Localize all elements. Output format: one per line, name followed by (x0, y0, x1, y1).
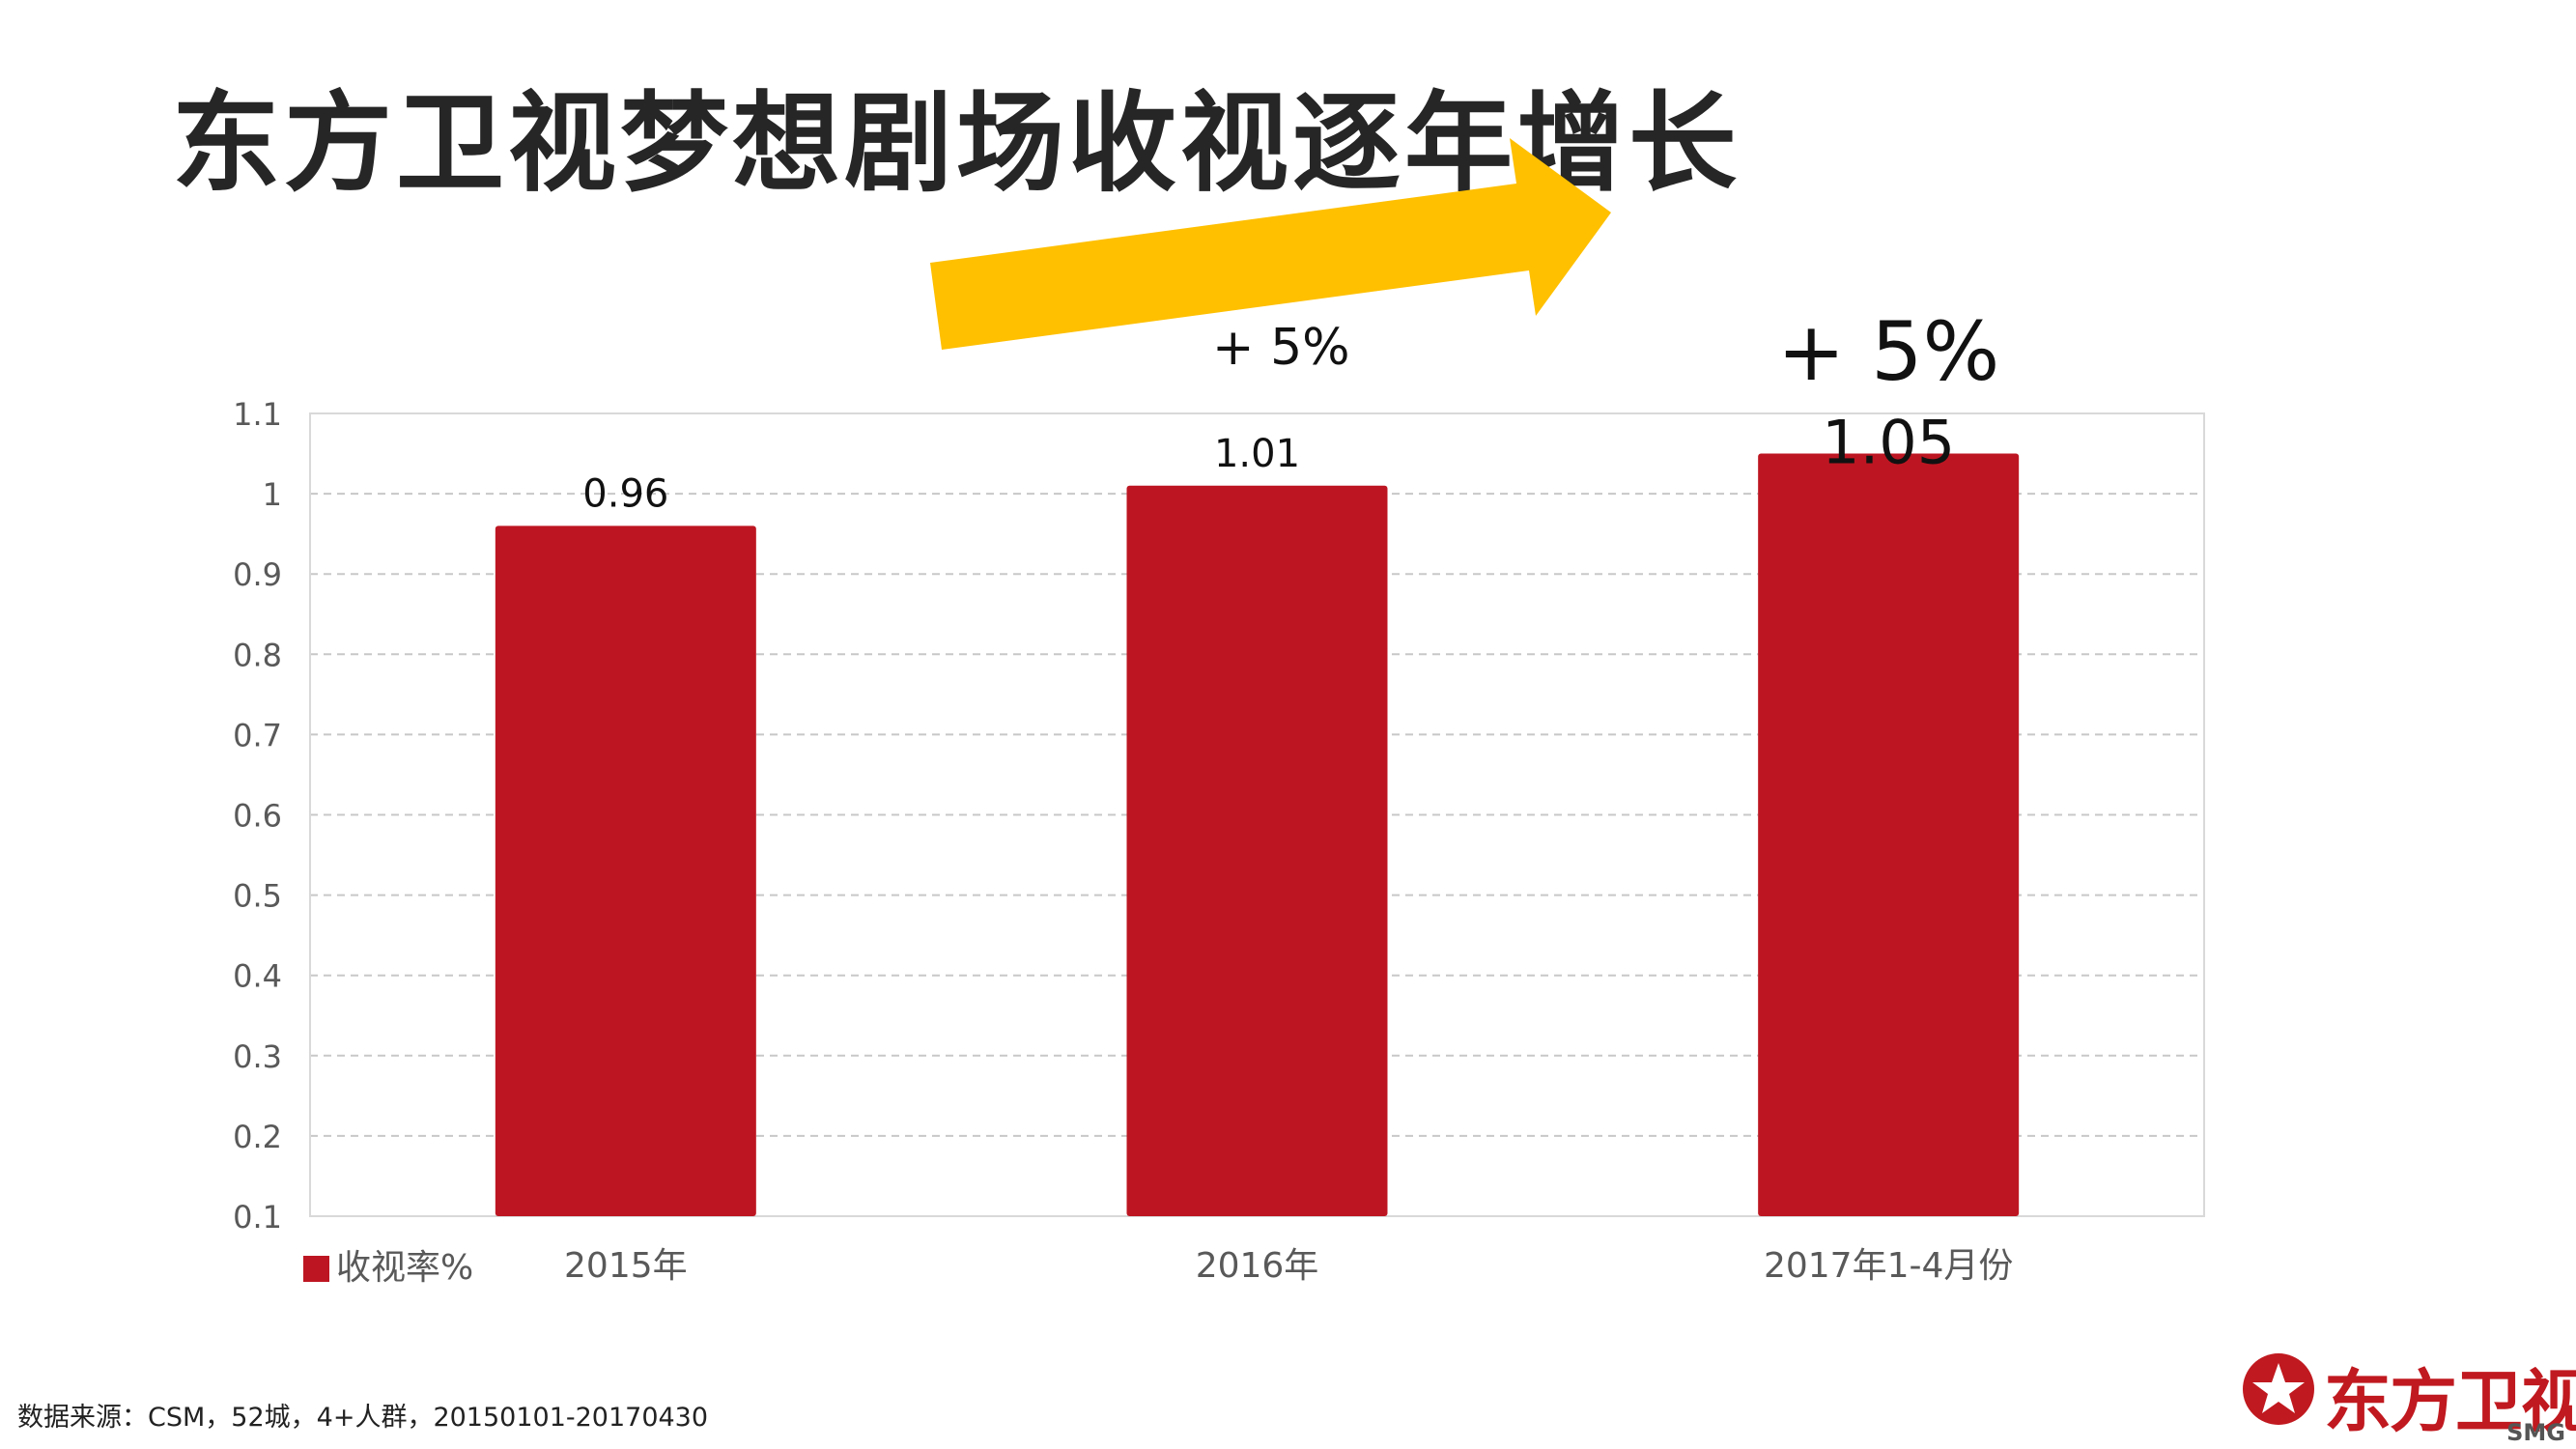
y-tick-label: 0.6 (233, 798, 282, 835)
bar-chart: 0.1 0.2 0.3 0.4 0.5 0.6 0.7 0.8 0.9 1 1.1 0.96 1.01… (233, 396, 2205, 1288)
bar (1126, 485, 1388, 1216)
growth-arrow-icon (930, 138, 1611, 350)
data-label: 1.01 (1214, 432, 1300, 476)
y-tick-label: 0.8 (233, 637, 282, 673)
x-tick-label: 2017年1-4月份 (1764, 1246, 2013, 1286)
legend: 收视率% (303, 1248, 473, 1288)
growth-label-2017: + 5% (1777, 304, 2000, 399)
bar (495, 526, 756, 1216)
logo-subtext: SMG (2506, 1419, 2565, 1446)
y-tick-label: 0.3 (233, 1038, 282, 1075)
y-tick-label: 0.9 (233, 556, 282, 593)
logo-star-icon (2243, 1353, 2314, 1425)
logo-text: 东方卫视 (2324, 1362, 2576, 1441)
y-axis-ticks: 0.1 0.2 0.3 0.4 0.5 0.6 0.7 0.8 0.9 1 1.1 (233, 396, 282, 1236)
page-title: 东方卫视梦想剧场收视逐年增长 (172, 81, 1741, 207)
legend-swatch (303, 1256, 329, 1282)
y-tick-label: 0.7 (233, 717, 282, 753)
x-tick-label: 2016年 (1196, 1246, 1319, 1286)
source-note: 数据来源：CSM，52城，4+人群，20150101-20170430 (17, 1403, 709, 1433)
x-axis-ticks: 2015年 2016年 2017年1-4月份 (564, 1246, 2013, 1286)
bar (1758, 453, 2020, 1216)
data-labels: 0.96 1.01 1.05 (582, 408, 1955, 517)
brand-logo: 东方卫视 SMG (2241, 1348, 2576, 1446)
x-tick-label: 2015年 (564, 1246, 688, 1286)
bars (495, 453, 2020, 1216)
y-tick-label: 0.4 (233, 958, 282, 995)
growth-label-2016: + 5% (1212, 319, 1350, 377)
y-tick-label: 1 (263, 476, 282, 513)
y-tick-label: 0.2 (233, 1119, 282, 1155)
data-label: 0.96 (582, 471, 668, 516)
legend-label: 收视率% (336, 1248, 473, 1288)
data-label: 1.05 (1822, 408, 1955, 478)
y-tick-label: 0.1 (233, 1199, 282, 1236)
y-tick-label: 0.5 (233, 878, 282, 915)
y-tick-label: 1.1 (233, 396, 282, 433)
